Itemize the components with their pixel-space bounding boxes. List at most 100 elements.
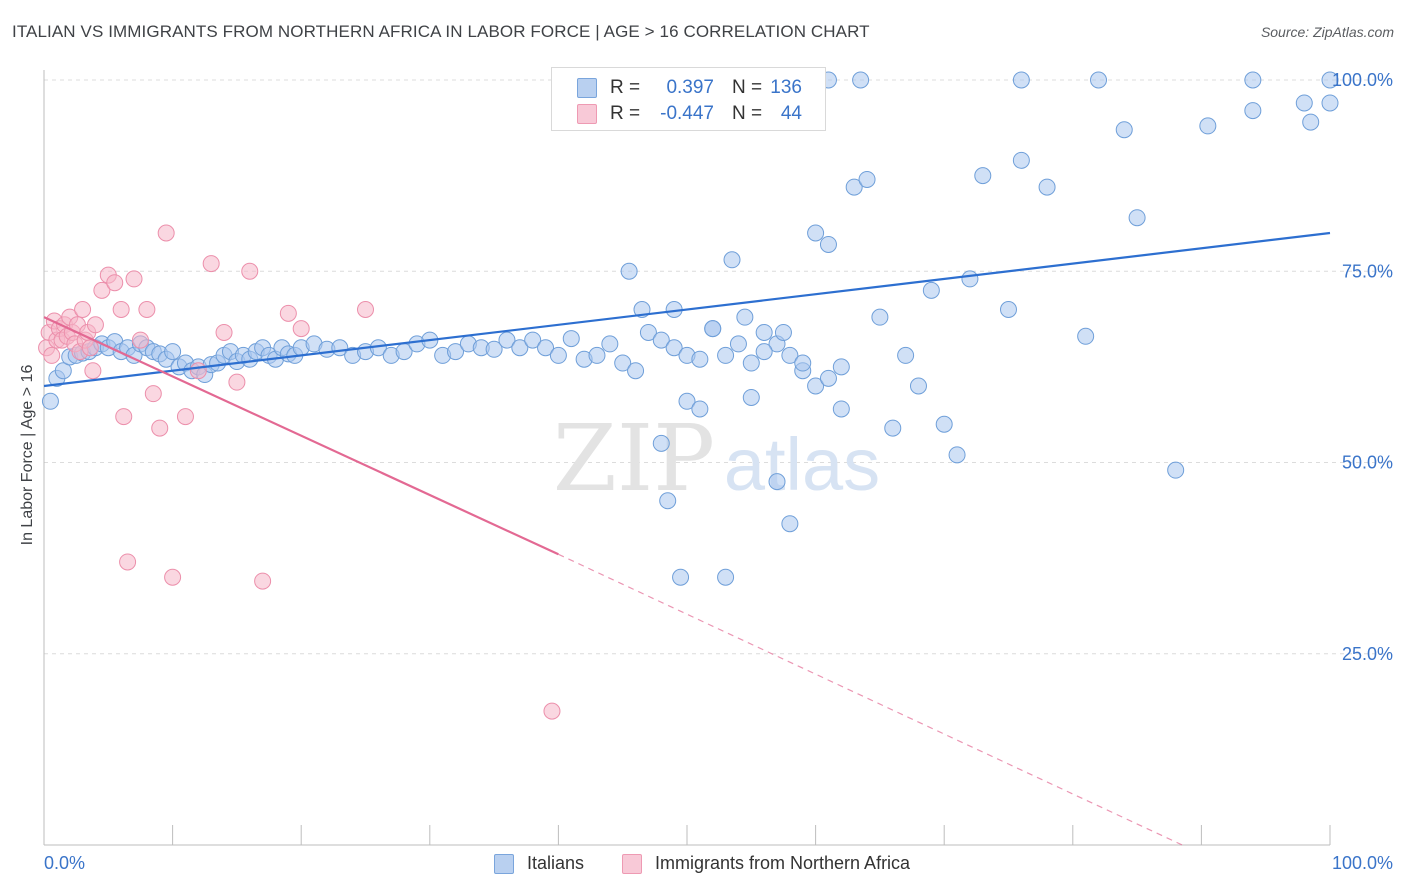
immigrants-point	[279, 304, 297, 322]
immigrants-point	[131, 331, 149, 349]
immigrants-point	[228, 373, 246, 391]
y-tick-label: 100.0%	[1332, 70, 1393, 90]
italians-point	[781, 515, 799, 533]
immigrants-point	[74, 301, 92, 318]
legend-row-italians: R = 0.397 N = 136	[552, 75, 827, 101]
tick-labels: 25.0% 50.0% 75.0% 100.0% 0.0% 100.0%	[44, 70, 1393, 873]
italians-point	[1012, 151, 1030, 169]
legend-r-value: 0.397	[666, 77, 714, 98]
italians-point	[774, 323, 792, 341]
italians-point	[691, 350, 709, 368]
italians-point	[794, 354, 812, 372]
italians-point	[742, 354, 760, 372]
italians-point	[845, 178, 863, 196]
italians-point	[1115, 121, 1133, 139]
immigrants-point	[241, 262, 259, 280]
italians-point	[588, 346, 606, 364]
italians-point	[614, 354, 632, 372]
y-tick-label: 50.0%	[1342, 453, 1393, 473]
immigrants-point	[157, 224, 175, 242]
italians-point	[1321, 94, 1339, 112]
immigrants-point	[125, 270, 143, 288]
italians-point	[832, 400, 850, 418]
italians-point	[1167, 461, 1185, 479]
bottom-legend-label: Italians	[527, 853, 585, 873]
immigrants-point	[202, 255, 220, 273]
italians-point	[781, 346, 799, 364]
immigrants-point	[144, 385, 162, 403]
italians-point	[729, 335, 747, 353]
italians-point	[1295, 94, 1313, 112]
italians-trend-line	[43, 231, 1331, 388]
italians-point	[511, 339, 529, 357]
immigrants-point	[215, 323, 233, 341]
italians-point	[1090, 71, 1108, 89]
italians-point	[1321, 71, 1339, 89]
italians-point	[537, 339, 555, 357]
source-credit: Source: ZipAtlas.com	[1260, 24, 1394, 40]
italians-point	[562, 330, 580, 348]
italians-point	[807, 224, 825, 242]
italians-point	[768, 473, 786, 491]
legend-n-value: 136	[770, 77, 802, 98]
italians-point	[884, 419, 902, 437]
italians-point	[852, 71, 870, 89]
italians-point	[1302, 113, 1320, 131]
italians-point	[164, 343, 182, 361]
italians-point	[832, 358, 850, 376]
italians-point	[807, 377, 825, 395]
legend-r-value: -0.447	[660, 103, 714, 124]
immigrants-trend-line	[43, 316, 559, 556]
immigrants-point	[43, 346, 61, 364]
italians-point	[704, 320, 722, 338]
axes	[43, 70, 1331, 846]
trend-lines	[43, 231, 1331, 846]
immigrants-point	[112, 301, 130, 318]
immigrants-point	[543, 702, 561, 720]
immigrants-point	[189, 362, 207, 380]
immigrants-point	[115, 408, 133, 426]
italians-point	[755, 323, 773, 341]
legend-n-label: N =	[732, 77, 763, 98]
immigrants-point	[119, 553, 137, 571]
italians-point	[717, 568, 735, 586]
italians-point	[524, 331, 542, 349]
correlation-legend: R = 0.397 N = 136 R = -0.447 N = 44	[551, 67, 826, 131]
italians-point	[935, 415, 953, 433]
italians-point	[897, 346, 915, 364]
italians-point	[1128, 209, 1146, 227]
y-tick-label: 75.0%	[1342, 261, 1393, 281]
legend-swatch-pink	[577, 104, 597, 124]
immigrants-point	[357, 301, 374, 318]
grid-lines	[44, 79, 1390, 655]
y-tick-label: 25.0%	[1342, 644, 1393, 664]
italians-point	[678, 392, 696, 410]
italians-point	[717, 346, 735, 364]
watermark-atlas: atlas	[724, 423, 880, 506]
data-points	[38, 71, 1339, 720]
italians-point	[691, 400, 709, 418]
italians-point	[601, 335, 619, 353]
immigrants-point	[164, 568, 182, 586]
legend-r-label: R =	[610, 77, 641, 98]
immigrants-point	[84, 362, 102, 380]
immigrants-point	[151, 419, 169, 437]
italians-point	[871, 308, 889, 326]
immigrants-point	[86, 316, 104, 334]
legend-swatch-blue	[577, 78, 597, 98]
italians-point	[1038, 178, 1056, 196]
italians-point	[742, 388, 760, 406]
italians-point	[858, 170, 876, 188]
legend-n-label: N =	[732, 103, 763, 124]
italians-point	[974, 167, 992, 185]
italians-point	[627, 362, 645, 380]
italians-point	[1244, 102, 1262, 120]
italians-point	[665, 339, 683, 357]
italians-point	[620, 262, 638, 280]
watermark: ZIP atlas	[553, 405, 880, 512]
italians-point	[54, 362, 72, 380]
bottom-legend-label: Immigrants from Northern Africa	[655, 853, 911, 873]
italians-point	[755, 343, 773, 361]
italians-point	[961, 270, 979, 288]
